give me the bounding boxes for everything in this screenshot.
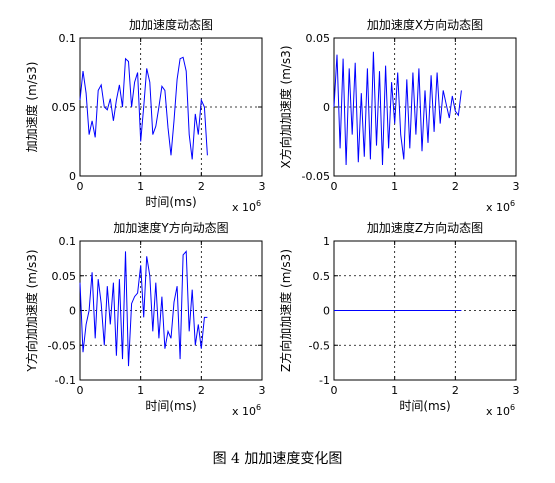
x-tick-label: 2 [452,384,459,397]
figure-caption: 图 4 加加速度变化图 [212,451,343,467]
y-tick-label: 0 [69,170,76,183]
y-axis-label: 加加速度 (m/s3) [24,62,39,153]
x-exponent-label: x 106 [232,403,261,418]
x-tick-label: 2 [452,180,459,193]
x-exponent-power: 6 [256,199,261,208]
chart-title: 加加速度动态图 [129,17,213,32]
y-tick-label: 0.05 [52,101,77,114]
x-axis-label: 时间(ms) [145,399,196,413]
data-line [79,250,208,367]
y-axis-label: Y方向加加速度 (m/s3) [24,249,39,372]
x-tick-label: 3 [259,180,266,193]
x-tick-label: 0 [77,180,84,193]
y-tick-label: 0 [323,101,330,114]
y-tick-label: -0.05 [48,339,76,352]
x-tick-label: 2 [198,180,205,193]
x-tick-label: 0 [331,384,338,397]
x-tick-label: 3 [513,180,520,193]
x-tick-label: 2 [198,384,205,397]
x-tick-label: 1 [391,384,398,397]
x-tick-label: 1 [391,180,398,193]
x-tick-label: 1 [137,384,144,397]
y-tick-label: 0.5 [313,270,331,283]
data-line [79,56,208,160]
y-tick-label: -0.1 [55,374,76,387]
x-axis-label: 时间(ms) [145,195,196,209]
x-tick-label: 3 [259,384,266,397]
y-tick-label: 0.1 [59,32,77,45]
x-exponent-power: 6 [256,403,261,412]
x-tick-label: 0 [331,180,338,193]
y-tick-label: -1 [319,374,330,387]
x-tick-label: 3 [513,384,520,397]
y-axis-label: X方向加加速度 (m/s3) [278,45,293,168]
x-axis-label: 时间(ms) [399,399,450,413]
data-line [333,51,462,166]
x-tick-label: 1 [137,180,144,193]
x-tick-label: 0 [77,384,84,397]
x-exponent-power: 6 [510,199,515,208]
x-exponent-label: x 106 [232,199,261,214]
y-tick-label: 0.05 [52,270,77,283]
y-tick-label: 1 [323,235,330,248]
y-tick-label: 0 [323,305,330,318]
chart-title: 加加速度Z方向动态图 [367,220,483,235]
y-tick-label: -0.5 [309,339,330,352]
chart-title: 加加速度Y方向动态图 [113,220,228,235]
y-axis-label: Z方向加加速度 (m/s3) [278,249,293,372]
y-tick-label: 0.05 [306,32,331,45]
chart-title: 加加速度X方向动态图 [367,17,483,32]
x-exponent-label: x 106 [486,199,515,214]
y-tick-label: 0.1 [59,235,77,248]
x-exponent-label: x 106 [486,403,515,418]
y-tick-label: -0.05 [302,170,330,183]
x-exponent-power: 6 [510,403,515,412]
y-tick-label: 0 [69,305,76,318]
